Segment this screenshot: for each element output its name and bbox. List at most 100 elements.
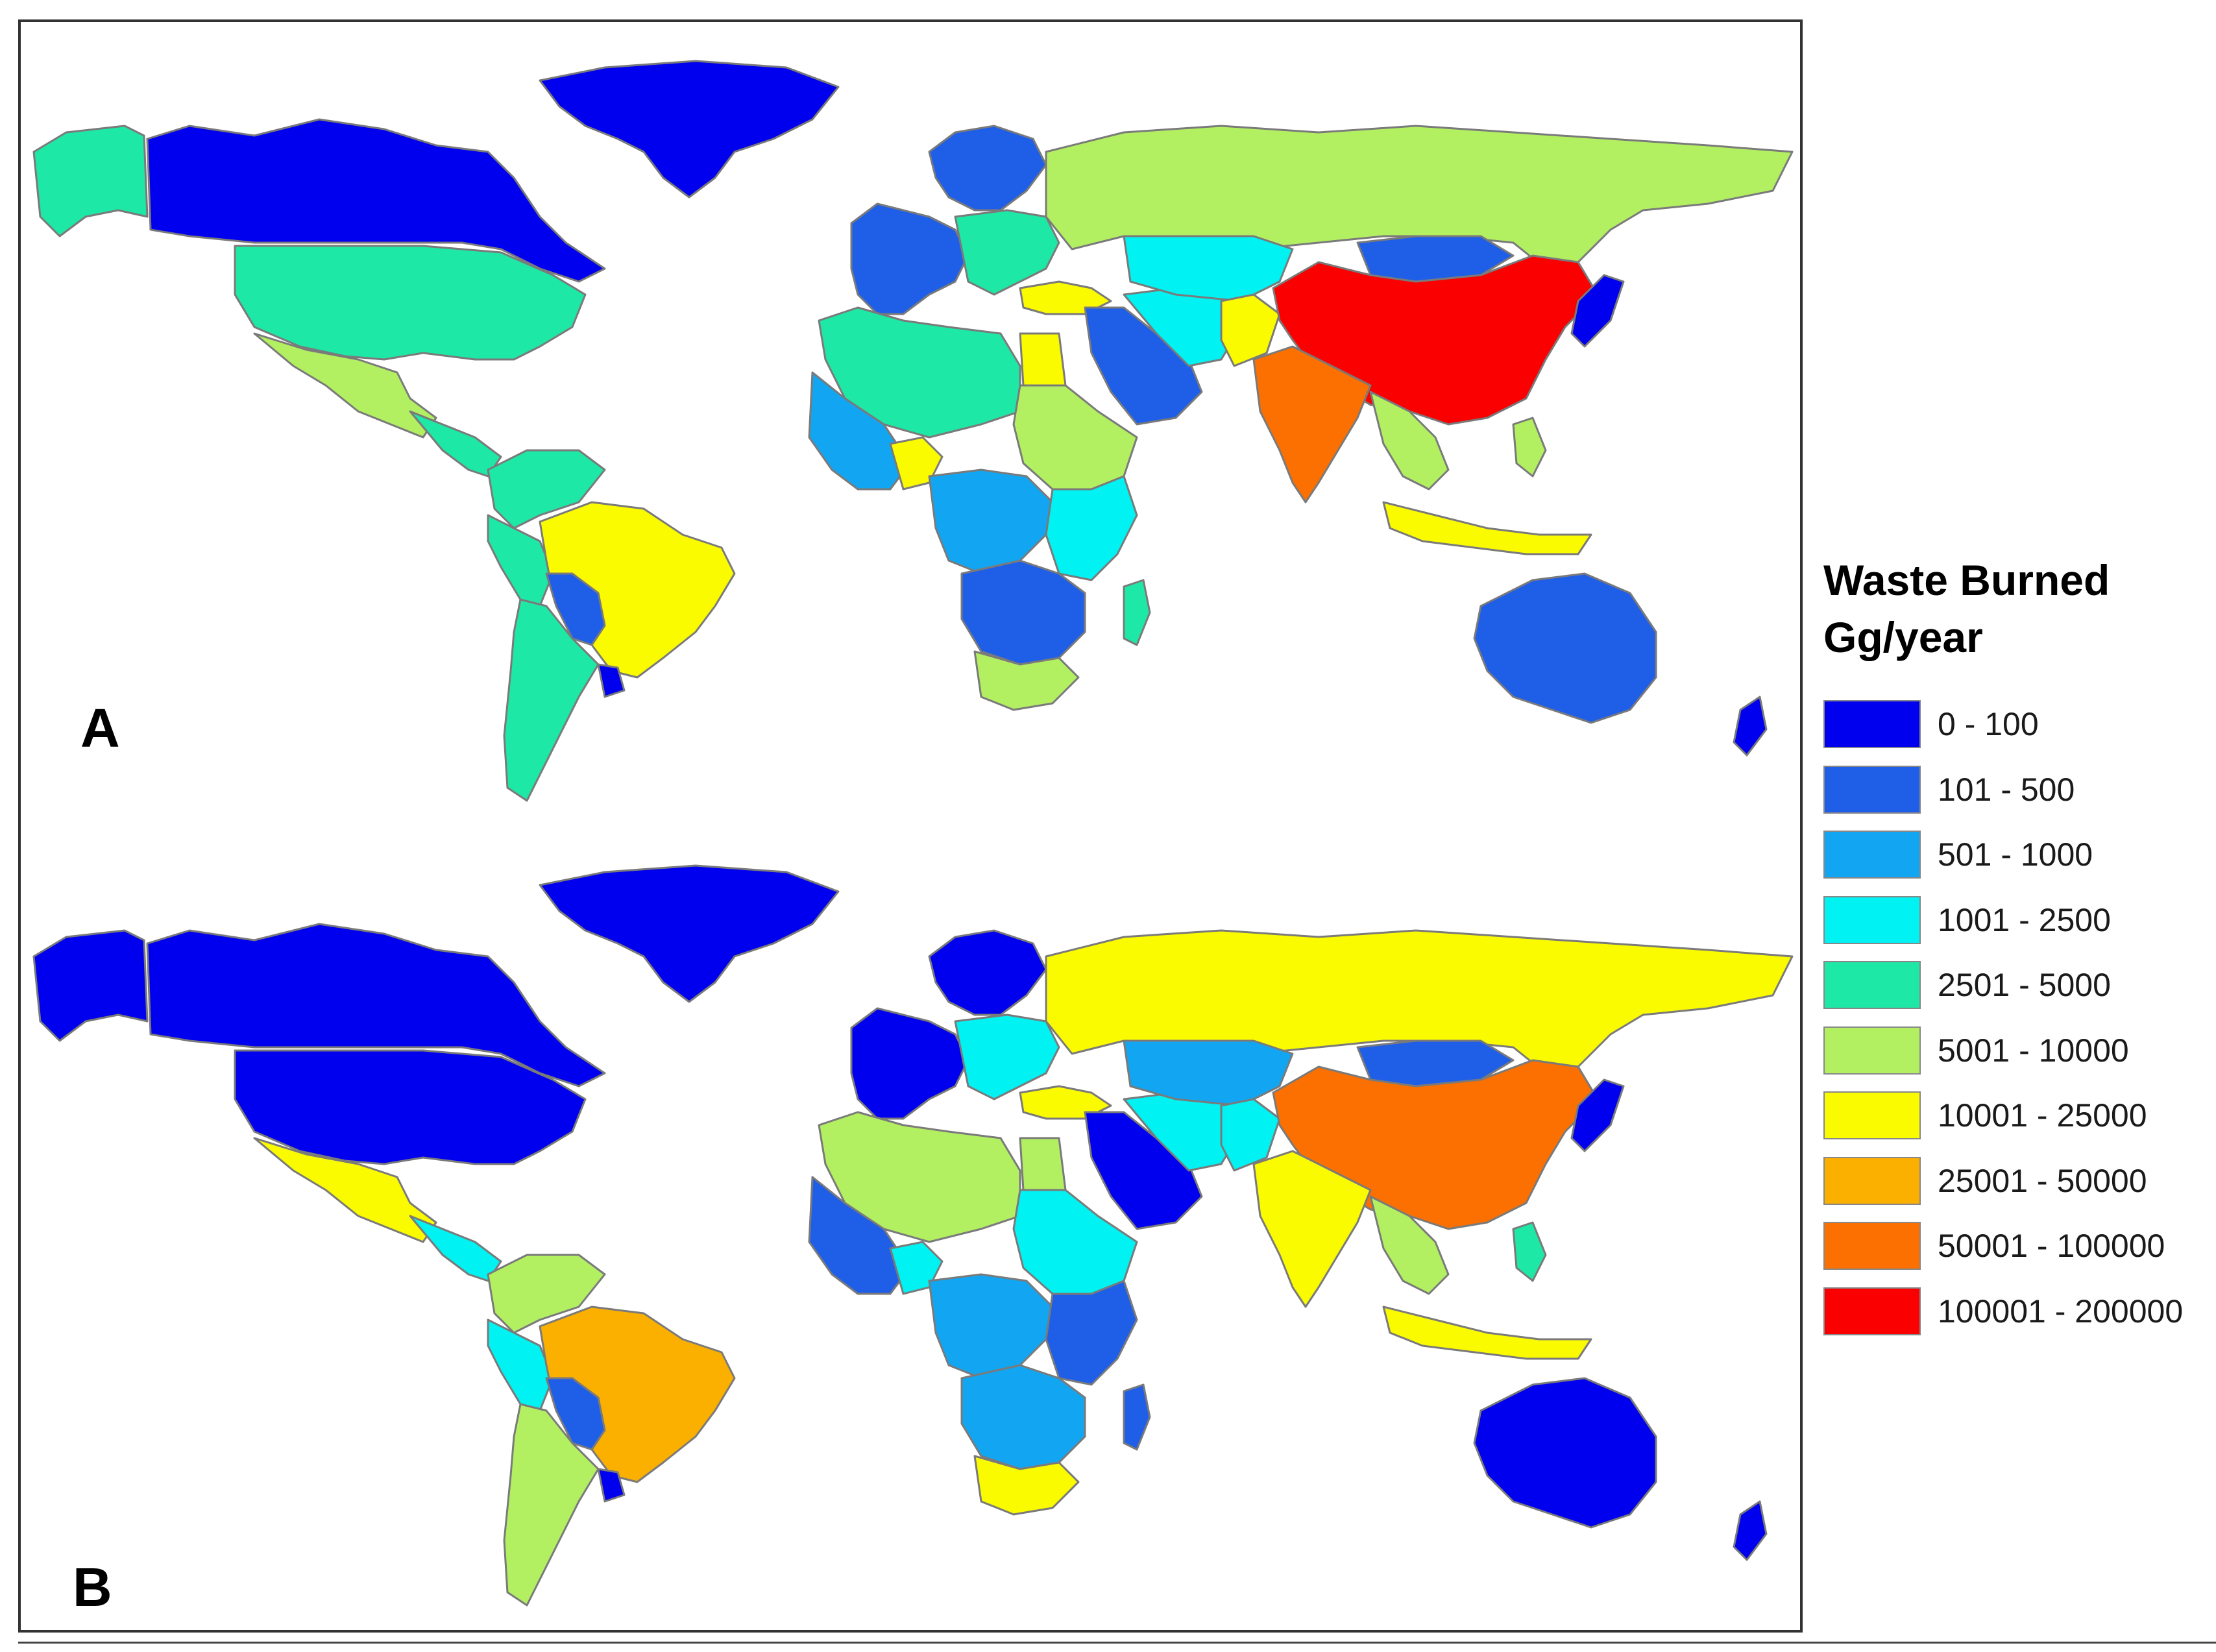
legend-swatch xyxy=(1823,1026,1921,1075)
legend-label: 1001 - 2500 xyxy=(1938,901,2111,938)
region-southeast-asia xyxy=(1369,1195,1450,1295)
region-central-america xyxy=(409,410,502,478)
legend-swatch xyxy=(1823,895,1921,944)
legend-item: 5001 - 10000 xyxy=(1823,1018,2213,1084)
region-south-africa xyxy=(973,1455,1080,1516)
legend-item: 101 - 500 xyxy=(1823,757,2213,823)
region-eastern-europe xyxy=(954,209,1060,296)
region-canada xyxy=(146,118,606,283)
legend-swatch xyxy=(1823,1091,1921,1140)
region-madagascar xyxy=(1123,579,1151,646)
legend-items: 0 - 100 101 - 500 501 - 1000 1001 - 2500… xyxy=(1823,692,2213,1344)
legend-label: 100001 - 200000 xyxy=(1938,1293,2184,1330)
region-western-europe xyxy=(850,1007,969,1120)
legend-label: 50001 - 100000 xyxy=(1938,1228,2165,1265)
panel-label-b: B xyxy=(73,1557,112,1618)
region-west-africa xyxy=(808,1176,911,1295)
region-eastern-europe xyxy=(954,1014,1060,1100)
region-greenland xyxy=(539,864,840,1003)
legend-item: 501 - 1000 xyxy=(1823,822,2213,888)
region-australia xyxy=(1473,572,1657,724)
world-map-b xyxy=(32,864,1794,1607)
region-colombia-venezuela xyxy=(487,1254,606,1334)
legend-item: 25001 - 50000 xyxy=(1823,1148,2213,1214)
map-panel-b: B xyxy=(18,823,1803,1633)
region-usa xyxy=(234,1049,587,1165)
bottom-rule xyxy=(18,1642,2216,1644)
region-madagascar xyxy=(1123,1383,1151,1451)
region-usa xyxy=(234,245,587,361)
region-new-zealand xyxy=(1733,696,1768,757)
legend-item: 50001 - 100000 xyxy=(1823,1213,2213,1279)
region-japan xyxy=(1570,1078,1625,1152)
region-central-africa xyxy=(928,468,1054,575)
legend-item: 2501 - 5000 xyxy=(1823,953,2213,1018)
legend-label: 10001 - 25000 xyxy=(1938,1097,2147,1134)
region-central-africa xyxy=(928,1273,1054,1379)
region-philippines xyxy=(1512,417,1547,478)
region-colombia-venezuela xyxy=(487,449,606,529)
region-east-africa xyxy=(1045,1280,1138,1386)
region-southern-africa xyxy=(960,559,1086,666)
legend-title-line1: Waste Burned xyxy=(1823,556,2110,604)
region-japan xyxy=(1570,274,1625,348)
region-alaska xyxy=(32,929,149,1042)
region-central-asia xyxy=(1123,235,1294,302)
panel-label-a: A xyxy=(80,698,120,759)
region-south-africa xyxy=(973,650,1080,711)
legend-title: Waste Burned Gg/year xyxy=(1823,552,2213,666)
region-greenland xyxy=(539,60,840,199)
region-egypt xyxy=(1019,1137,1067,1191)
region-new-zealand xyxy=(1733,1500,1768,1561)
region-canada xyxy=(146,923,606,1087)
legend-swatch xyxy=(1823,1156,1921,1205)
legend-label: 5001 - 10000 xyxy=(1938,1032,2129,1069)
region-central-asia xyxy=(1123,1039,1294,1107)
region-western-europe xyxy=(850,202,969,315)
legend-item: 10001 - 25000 xyxy=(1823,1083,2213,1148)
legend-item: 0 - 100 xyxy=(1823,692,2213,757)
region-australia xyxy=(1473,1377,1657,1529)
legend-label: 101 - 500 xyxy=(1938,771,2075,808)
region-uruguay xyxy=(597,1468,626,1503)
map-panel-a: A xyxy=(18,19,1803,825)
region-argentina-chile xyxy=(503,1403,600,1607)
region-indonesia xyxy=(1382,501,1592,555)
legend-label: 2501 - 5000 xyxy=(1938,967,2111,1004)
legend-swatch xyxy=(1823,1222,1921,1270)
legend-swatch xyxy=(1823,1287,1921,1335)
region-west-africa xyxy=(808,371,911,491)
region-central-america xyxy=(409,1215,502,1282)
legend-item: 100001 - 200000 xyxy=(1823,1279,2213,1344)
legend-title-line2: Gg/year xyxy=(1823,613,1983,661)
region-bolivia-paraguay xyxy=(545,1377,606,1451)
region-india xyxy=(1252,345,1372,504)
region-philippines xyxy=(1512,1221,1547,1282)
region-scandinavia xyxy=(928,125,1047,212)
region-pakistan xyxy=(1220,1098,1281,1172)
region-middle-east xyxy=(1084,306,1203,426)
region-argentina-chile xyxy=(503,598,600,802)
region-bolivia-paraguay xyxy=(545,572,606,646)
legend-swatch xyxy=(1823,700,1921,749)
world-map-a xyxy=(32,60,1794,802)
region-southern-africa xyxy=(960,1364,1086,1470)
legend-label: 0 - 100 xyxy=(1938,706,2039,743)
legend-item: 1001 - 2500 xyxy=(1823,888,2213,953)
region-pakistan xyxy=(1220,293,1281,367)
legend-swatch xyxy=(1823,831,1921,879)
region-uruguay xyxy=(597,663,626,698)
region-india xyxy=(1252,1150,1372,1308)
region-southeast-asia xyxy=(1369,391,1450,491)
legend-swatch xyxy=(1823,961,1921,1010)
legend-swatch xyxy=(1823,765,1921,814)
region-egypt xyxy=(1019,332,1067,387)
region-indonesia xyxy=(1382,1306,1592,1360)
region-scandinavia xyxy=(928,929,1047,1016)
legend-label: 501 - 1000 xyxy=(1938,836,2093,873)
legend-label: 25001 - 50000 xyxy=(1938,1162,2147,1199)
map-legend: Waste Burned Gg/year 0 - 100 101 - 500 5… xyxy=(1823,552,2213,1344)
region-alaska xyxy=(32,125,149,237)
region-middle-east xyxy=(1084,1111,1203,1230)
region-east-africa xyxy=(1045,475,1138,581)
